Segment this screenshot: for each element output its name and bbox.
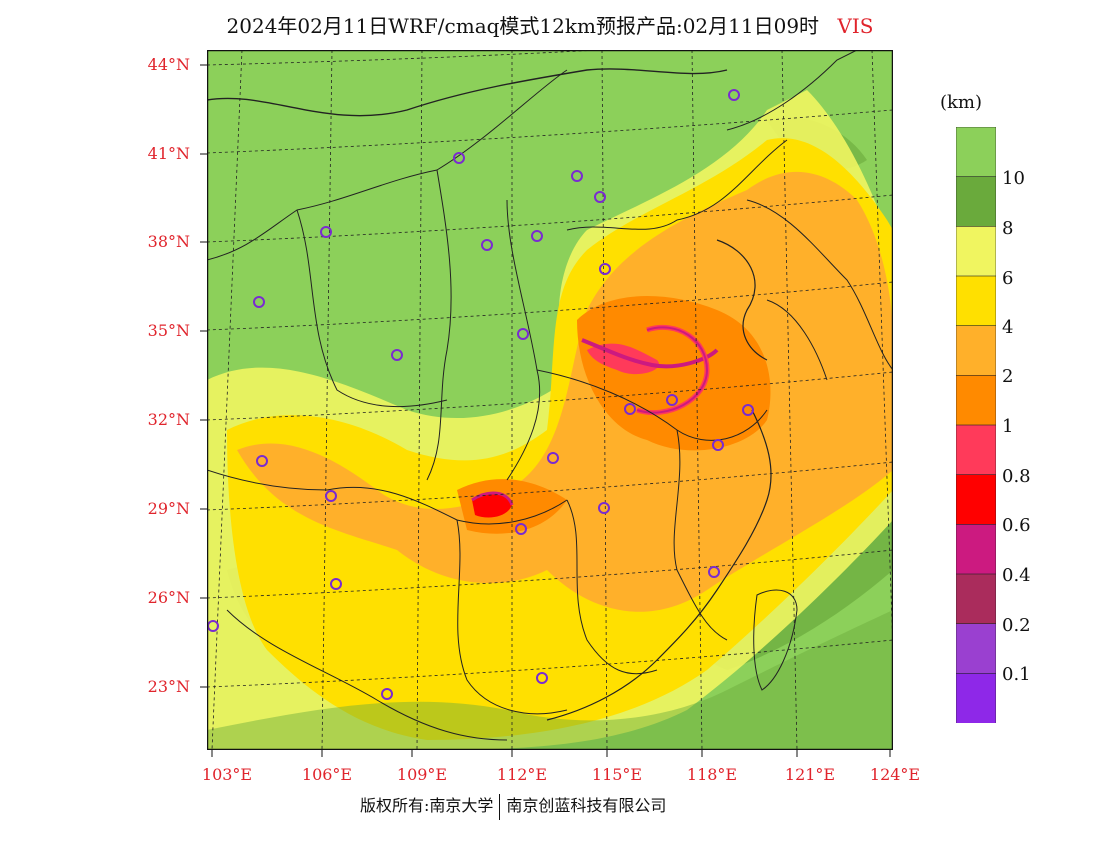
colorbar-swatch [956, 127, 996, 178]
lat-label-41n: 41°N [147, 144, 190, 163]
taiwan-outline [753, 589, 798, 691]
colorbar-label-0-1: 0.1 [1002, 664, 1031, 685]
station-marker[interactable] [253, 296, 265, 308]
colorbar-swatch [956, 424, 996, 476]
coastline [546, 409, 772, 721]
station-marker[interactable] [571, 170, 583, 182]
coastline-north [716, 239, 768, 361]
lon-label-118e: 118°E [686, 765, 738, 784]
station-markers [207, 89, 754, 700]
colorbar-swatches [956, 127, 996, 723]
colorbar-label-0-6: 0.6 [1002, 515, 1031, 536]
station-marker[interactable] [320, 226, 332, 238]
lon-label-103e: 103°E [201, 765, 253, 784]
station-marker[interactable] [391, 349, 403, 361]
colorbar-label-4: 4 [1002, 317, 1014, 338]
station-marker[interactable] [330, 578, 342, 590]
station-marker[interactable] [742, 404, 754, 416]
title-main: 2024年02月11日WRF/cmaq模式12km预报产品:02月11日09时 [226, 14, 820, 38]
colorbar-label-0-4: 0.4 [1002, 565, 1031, 586]
colorbar-label-0-2: 0.2 [1002, 615, 1031, 636]
lat-label-35n: 35°N [147, 321, 190, 340]
forecast-map[interactable] [207, 50, 893, 750]
lat-label-44n: 44°N [147, 55, 190, 74]
colorbar-swatch [956, 623, 996, 675]
lon-label-121e: 121°E [784, 765, 836, 784]
colorbar-swatch [956, 524, 996, 575]
station-marker[interactable] [728, 89, 740, 101]
colorbar-swatch [956, 325, 996, 377]
footer-company: 南京创蓝科技有限公司 [506, 796, 667, 815]
station-marker[interactable] [453, 152, 465, 164]
station-marker[interactable] [517, 328, 529, 340]
map-frame [207, 50, 893, 750]
footer-copyright: 版权所有:南京大学 [360, 796, 494, 815]
colorbar-label-0-8: 0.8 [1002, 466, 1031, 487]
lat-label-38n: 38°N [147, 232, 190, 251]
station-marker[interactable] [598, 502, 610, 514]
chart-title: 2024年02月11日WRF/cmaq模式12km预报产品:02月11日09时 … [0, 10, 1100, 39]
title-variable: VIS [837, 14, 874, 38]
map-canvas [207, 50, 893, 750]
colorbar-swatch [956, 673, 996, 723]
colorbar-label-2: 2 [1002, 366, 1014, 387]
colorbar-swatch [956, 226, 996, 277]
colorbar-swatch [956, 375, 996, 426]
colorbar-swatch [956, 176, 996, 228]
graticule [207, 50, 893, 750]
lon-label-106e: 106°E [301, 765, 353, 784]
colorbar-label-8: 8 [1002, 218, 1014, 239]
station-marker[interactable] [481, 239, 493, 251]
colorbar-unit: (km) [940, 92, 983, 113]
station-marker[interactable] [536, 672, 548, 684]
colorbar-swatch [956, 573, 996, 625]
lat-label-23n: 23°N [147, 677, 190, 696]
lon-label-124e: 124°E [869, 765, 921, 784]
station-marker[interactable] [599, 263, 611, 275]
station-marker[interactable] [515, 523, 527, 535]
lat-label-29n: 29°N [147, 499, 190, 518]
colorbar [956, 127, 996, 723]
boundaries [207, 50, 893, 741]
lon-label-112e: 112°E [496, 765, 548, 784]
national-border [207, 68, 728, 117]
station-marker[interactable] [708, 566, 720, 578]
station-marker[interactable] [381, 688, 393, 700]
axis-ticks [200, 64, 891, 757]
lat-label-26n: 26°N [147, 588, 190, 607]
colorbar-swatch [956, 275, 996, 327]
station-marker[interactable] [325, 490, 337, 502]
station-marker[interactable] [594, 191, 606, 203]
lat-label-32n: 32°N [147, 410, 190, 429]
station-marker[interactable] [712, 439, 724, 451]
lon-label-115e: 115°E [591, 765, 643, 784]
lon-label-109e: 109°E [396, 765, 448, 784]
station-marker[interactable] [547, 452, 559, 464]
station-marker[interactable] [256, 455, 268, 467]
colorbar-swatch [956, 474, 996, 526]
colorbar-label-1: 1 [1002, 416, 1014, 437]
station-marker[interactable] [666, 394, 678, 406]
colorbar-label-10: 10 [1002, 168, 1025, 189]
station-marker[interactable] [624, 403, 636, 415]
colorbar-label-6: 6 [1002, 268, 1014, 289]
footer: 版权所有:南京大学 南京创蓝科技有限公司 [360, 792, 666, 820]
station-marker[interactable] [531, 230, 543, 242]
footer-separator [499, 793, 501, 820]
